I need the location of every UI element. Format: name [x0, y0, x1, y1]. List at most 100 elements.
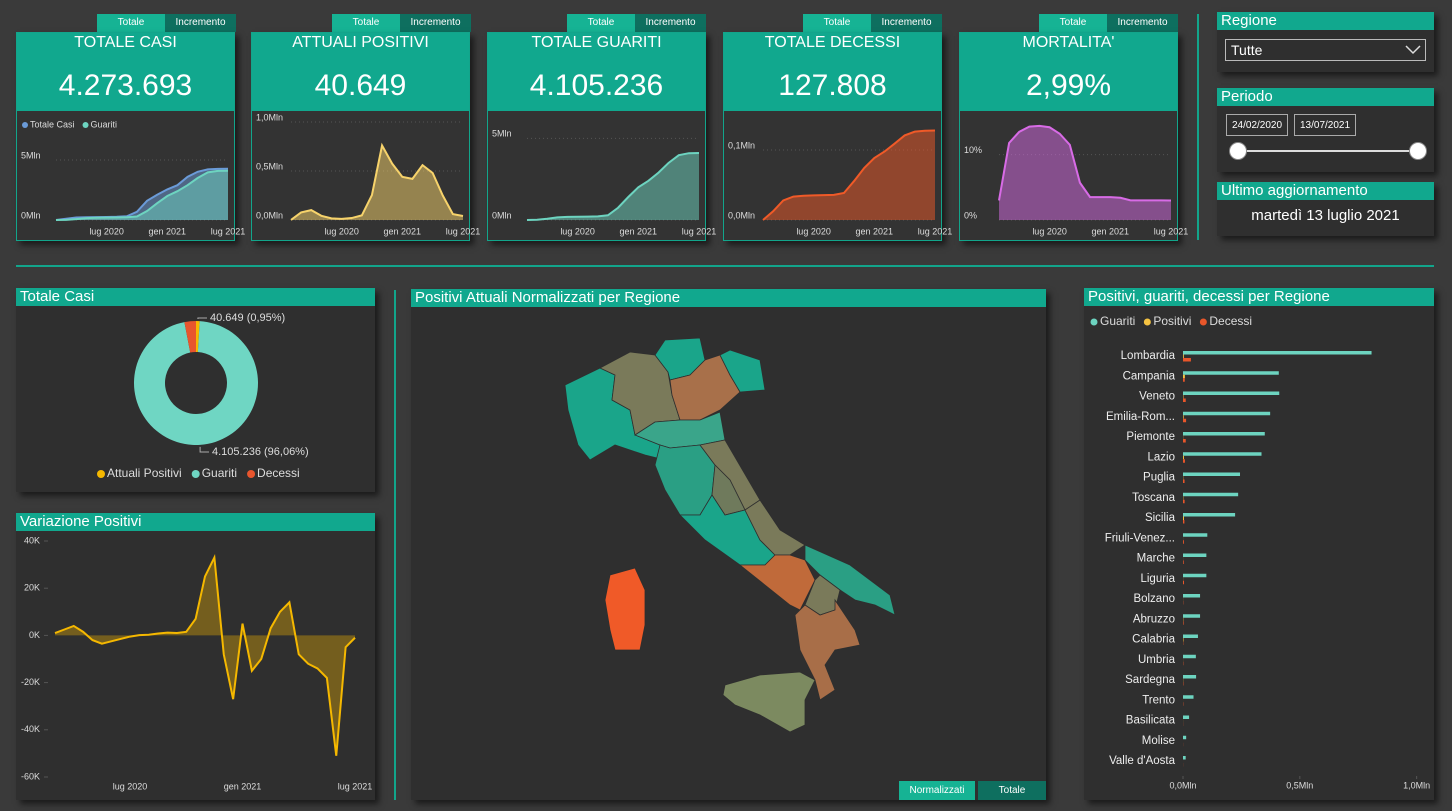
bar[interactable] — [1183, 492, 1239, 497]
bar[interactable] — [1183, 432, 1265, 436]
bar[interactable] — [1183, 358, 1191, 362]
legend-marker — [1143, 318, 1151, 326]
line — [762, 129, 936, 221]
region[interactable] — [794, 598, 861, 701]
bar[interactable] — [1183, 459, 1185, 463]
area — [56, 170, 228, 220]
region[interactable] — [738, 554, 816, 611]
kpi-header: MORTALITA' 2,99% — [960, 33, 1177, 111]
date-input[interactable]: 24/02/2020 — [1226, 114, 1289, 136]
bar[interactable] — [1183, 654, 1196, 659]
donut-slice[interactable] — [196, 321, 200, 353]
tab[interactable]: Incremento — [1107, 14, 1178, 32]
bar[interactable] — [1183, 415, 1184, 419]
tab[interactable]: Incremento — [871, 14, 942, 32]
bar[interactable] — [1183, 418, 1187, 423]
bar[interactable] — [1183, 540, 1184, 544]
y-tick-label: Friuli-Venez... — [1105, 532, 1175, 544]
bar[interactable] — [1183, 354, 1184, 359]
dropdown[interactable]: Tutte — [1225, 39, 1426, 61]
bar[interactable] — [1183, 391, 1280, 396]
bar[interactable] — [1183, 756, 1186, 760]
bar[interactable] — [1183, 351, 1372, 355]
region[interactable] — [669, 354, 741, 421]
y-tick-label: 0Mln — [492, 210, 512, 220]
y-tick-label: 0K — [29, 630, 40, 640]
region[interactable] — [604, 567, 646, 651]
tab[interactable]: Totale — [97, 14, 165, 32]
bar[interactable] — [1183, 439, 1186, 443]
bar[interactable] — [1183, 560, 1184, 565]
bar[interactable] — [1183, 715, 1190, 720]
y-tick-label: 5Mln — [21, 150, 41, 160]
kpi-title: TOTALE GUARITI — [531, 34, 662, 51]
y-tick-label: 1,0Mln — [256, 112, 283, 122]
x-tick-label: lug 2020 — [1032, 226, 1067, 236]
bar[interactable] — [1183, 580, 1185, 585]
y-tick-label: -60K — [21, 771, 40, 781]
region[interactable] — [722, 671, 816, 733]
divider — [1197, 14, 1199, 240]
chevron — [1405, 45, 1421, 55]
toggle-button[interactable]: Normalizzati — [899, 781, 975, 800]
legend-marker — [82, 122, 89, 128]
y-tick-label: 0% — [964, 210, 977, 220]
x-tick-label: 0,5Mln — [1286, 780, 1313, 790]
bar[interactable] — [1183, 499, 1185, 504]
date-input[interactable]: 13/07/2021 — [1294, 114, 1357, 136]
tab[interactable]: Incremento — [400, 14, 471, 32]
bar[interactable] — [1183, 398, 1186, 403]
bar[interactable] — [1183, 374, 1185, 379]
slider-handle[interactable] — [1409, 142, 1427, 160]
y-tick-label: Piemonte — [1126, 431, 1175, 443]
tab[interactable]: Incremento — [635, 14, 706, 32]
tab[interactable]: Incremento — [165, 14, 236, 32]
bar[interactable] — [1183, 378, 1185, 382]
bar[interactable] — [1183, 520, 1185, 524]
panel-title: Variazione Positivi — [16, 513, 375, 531]
bar[interactable] — [1183, 553, 1207, 558]
y-tick-label: 0,5Mln — [256, 161, 283, 171]
bar[interactable] — [1183, 614, 1201, 618]
toggle-button[interactable]: Totale — [978, 781, 1046, 800]
bar[interactable] — [1183, 516, 1184, 521]
bar[interactable] — [1183, 573, 1207, 578]
bar[interactable] — [1183, 594, 1201, 598]
x-tick-label: lug 2021 — [446, 226, 481, 236]
y-tick-label: Liguria — [1140, 573, 1175, 585]
bar[interactable] — [1183, 411, 1271, 416]
x-tick-label: 1,0Mln — [1403, 780, 1430, 790]
slider-handle[interactable] — [1229, 142, 1247, 160]
legend-label: Positivi — [1153, 314, 1191, 328]
legend-marker — [247, 470, 256, 478]
tab[interactable]: Totale — [567, 14, 635, 32]
donut-slice[interactable] — [134, 321, 258, 445]
bar[interactable] — [1183, 479, 1185, 484]
kpi-value: 2,99% — [1025, 69, 1112, 102]
region[interactable] — [804, 544, 896, 616]
bar[interactable] — [1183, 621, 1184, 625]
line — [526, 151, 700, 221]
region[interactable] — [719, 349, 766, 393]
bar[interactable] — [1183, 455, 1184, 460]
tab[interactable]: Totale — [803, 14, 871, 32]
bar[interactable] — [1183, 695, 1194, 699]
bar[interactable] — [1183, 452, 1262, 456]
y-tick-label: Lombardia — [1121, 350, 1176, 362]
bar[interactable] — [1183, 735, 1187, 740]
bar[interactable] — [1183, 533, 1208, 537]
y-tick-label: 40K — [24, 535, 40, 545]
y-tick-label: Marche — [1137, 553, 1175, 565]
legend-label: Guariti — [202, 466, 237, 480]
info-title: Ultimo aggiornamento — [1217, 182, 1434, 200]
bar[interactable] — [1183, 634, 1198, 639]
region[interactable] — [744, 499, 806, 556]
bar[interactable] — [1183, 675, 1197, 679]
bar[interactable] — [1183, 472, 1241, 477]
tab[interactable]: Totale — [332, 14, 400, 32]
tab[interactable]: Totale — [1039, 14, 1107, 32]
x-tick-label: lug 2021 — [682, 226, 717, 236]
bar[interactable] — [1183, 513, 1236, 517]
donut-slice[interactable] — [184, 321, 196, 353]
bar[interactable] — [1183, 371, 1279, 375]
